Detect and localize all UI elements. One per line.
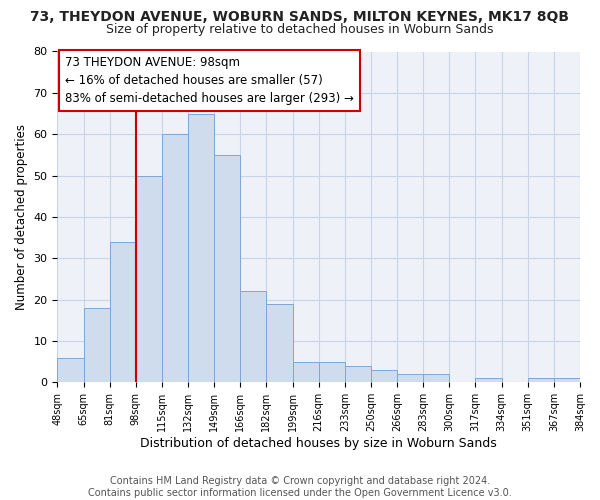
- Bar: [319, 362, 345, 382]
- Text: 73 THEYDON AVENUE: 98sqm
← 16% of detached houses are smaller (57)
83% of semi-d: 73 THEYDON AVENUE: 98sqm ← 16% of detach…: [65, 56, 354, 104]
- Bar: [371, 370, 397, 382]
- Bar: [423, 374, 449, 382]
- Text: Size of property relative to detached houses in Woburn Sands: Size of property relative to detached ho…: [106, 22, 494, 36]
- Bar: [188, 114, 214, 382]
- Bar: [58, 358, 83, 382]
- Y-axis label: Number of detached properties: Number of detached properties: [15, 124, 28, 310]
- Bar: [241, 292, 266, 382]
- X-axis label: Distribution of detached houses by size in Woburn Sands: Distribution of detached houses by size …: [140, 437, 497, 450]
- Bar: [528, 378, 554, 382]
- Text: 73, THEYDON AVENUE, WOBURN SANDS, MILTON KEYNES, MK17 8QB: 73, THEYDON AVENUE, WOBURN SANDS, MILTON…: [31, 10, 569, 24]
- Bar: [214, 155, 241, 382]
- Bar: [397, 374, 423, 382]
- Bar: [110, 242, 136, 382]
- Bar: [266, 304, 293, 382]
- Bar: [162, 134, 188, 382]
- Bar: [475, 378, 502, 382]
- Text: Contains HM Land Registry data © Crown copyright and database right 2024.
Contai: Contains HM Land Registry data © Crown c…: [88, 476, 512, 498]
- Bar: [83, 308, 110, 382]
- Bar: [345, 366, 371, 382]
- Bar: [293, 362, 319, 382]
- Bar: [136, 176, 162, 382]
- Bar: [554, 378, 580, 382]
